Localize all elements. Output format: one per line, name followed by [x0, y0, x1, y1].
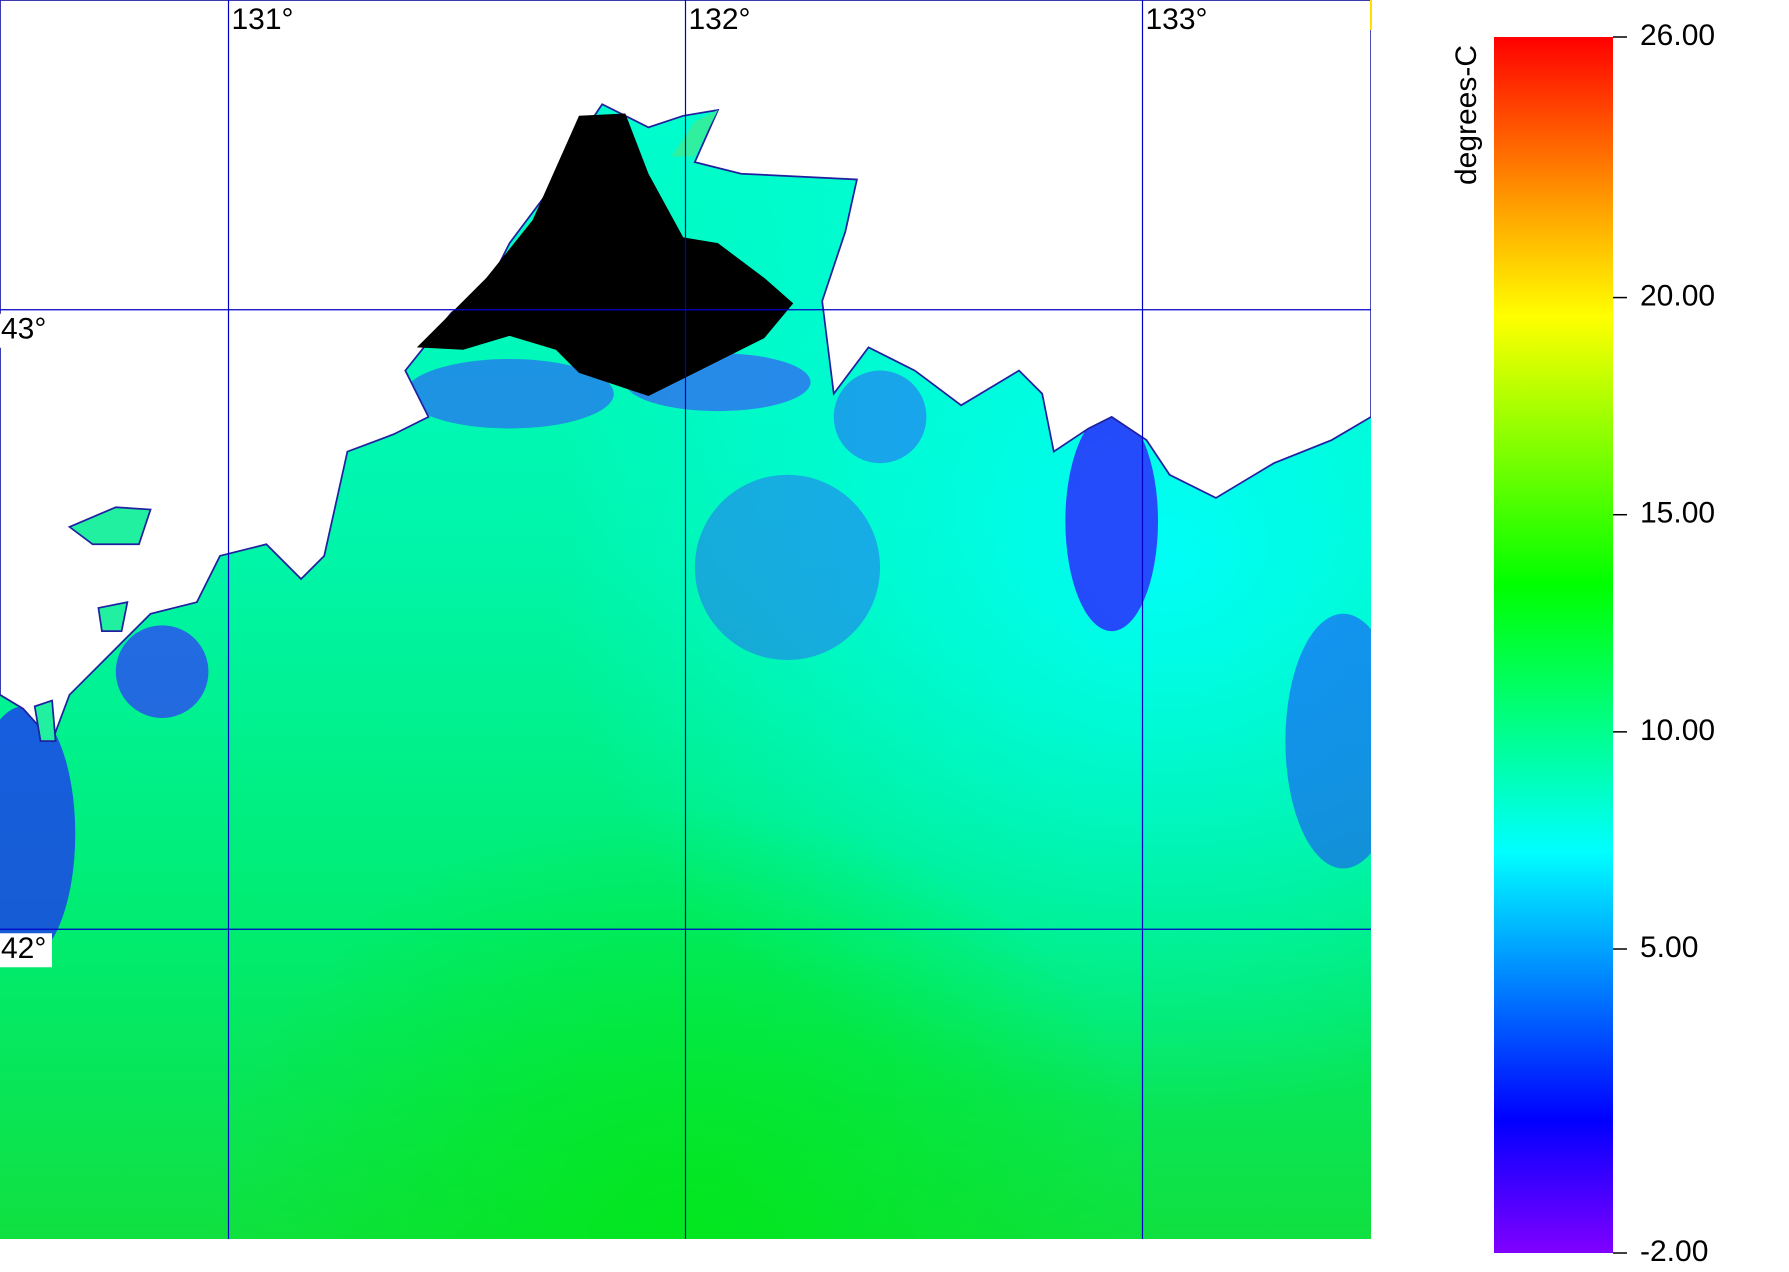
longitude-label: 131°	[232, 3, 294, 36]
masked-bay	[416, 113, 794, 397]
latitude-label: 42°	[1, 932, 46, 965]
colorbar-tick-label: -2.00	[1640, 1235, 1708, 1268]
cold-patch	[1285, 613, 1371, 869]
colorbar-ticks: 26.00 20.00 15.00 10.00 5.00 -2.00	[1613, 19, 1715, 1268]
island	[671, 110, 718, 157]
colorbar-tick-label: 15.00	[1640, 497, 1715, 530]
label-background	[0, 313, 52, 348]
colorbar	[1494, 37, 1613, 1253]
graticule: 131° 132° 133° 43° 42°	[0, 0, 1371, 1239]
longitude-label: 133°	[1146, 3, 1208, 36]
cold-patch	[1065, 411, 1158, 632]
colorbar-tick-label: 26.00	[1640, 19, 1715, 52]
cold-patch	[0, 706, 76, 962]
field-detail	[0, 0, 1371, 962]
cold-patch	[405, 358, 614, 429]
colorbar-label: degrees-C	[1450, 45, 1483, 185]
label-background	[0, 933, 52, 968]
latitude-label: 43°	[1, 313, 46, 346]
cold-patch	[833, 370, 927, 464]
map-area	[0, 0, 1371, 1239]
colorbar-tick-label: 10.00	[1640, 714, 1715, 747]
colorbar-tick-label: 5.00	[1640, 931, 1698, 964]
colorbar-tick-label: 20.00	[1640, 279, 1715, 312]
longitude-label: 132°	[689, 3, 751, 36]
island	[33, 506, 152, 742]
cold-patch	[694, 474, 881, 661]
cold-patch	[115, 625, 209, 718]
